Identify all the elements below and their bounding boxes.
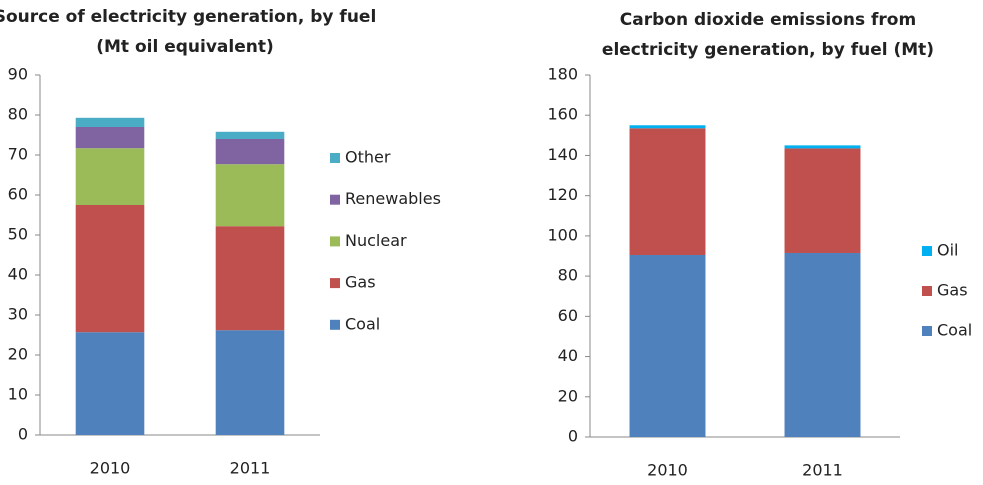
legend-swatch	[330, 278, 340, 289]
bar-segment	[75, 332, 145, 435]
y-tick-label: 10	[8, 385, 28, 404]
y-tick-label: 100	[547, 225, 578, 244]
y-tick-label: 20	[8, 345, 28, 364]
y-tick-label: 30	[8, 305, 28, 324]
bar-segment	[75, 148, 145, 205]
y-tick-label: 180	[547, 65, 578, 84]
bar-segment	[215, 330, 285, 435]
y-tick-label: 60	[558, 306, 578, 325]
y-tick-label: 40	[558, 346, 578, 365]
bar-segment	[784, 252, 861, 437]
x-tick-label: 2011	[802, 461, 843, 480]
y-tick-label: 20	[558, 386, 578, 405]
bar-segment	[215, 164, 285, 227]
y-tick-label: 0	[18, 425, 28, 444]
legend-label: Coal	[345, 314, 380, 333]
bar-segment	[75, 117, 145, 127]
x-tick-label: 2011	[230, 459, 271, 478]
legend-swatch	[922, 286, 932, 296]
legend-label: Coal	[937, 321, 972, 340]
chart-title: electricity generation, by fuel (Mt)	[602, 40, 934, 60]
y-tick-label: 90	[8, 65, 28, 84]
bar-segment	[784, 145, 861, 149]
legend-swatch	[330, 194, 340, 205]
x-tick-label: 2010	[90, 459, 131, 478]
bar-segment	[629, 125, 706, 129]
y-tick-label: 0	[568, 427, 578, 446]
y-tick-label: 70	[8, 145, 28, 164]
bar-segment	[215, 139, 285, 165]
legend-swatch	[330, 319, 340, 330]
legend-label: Nuclear	[345, 231, 407, 250]
chart-title: Carbon dioxide emissions from	[620, 10, 916, 30]
legend-label: Gas	[345, 273, 376, 292]
y-tick-label: 80	[558, 266, 578, 285]
chart-title: (Mt oil equivalent)	[96, 37, 274, 57]
y-tick-label: 120	[547, 185, 578, 204]
y-tick-label: 160	[547, 105, 578, 124]
y-tick-label: 50	[8, 225, 28, 244]
legend-label: Other	[345, 148, 391, 167]
legend-swatch	[922, 246, 932, 256]
x-tick-label: 2010	[647, 461, 688, 480]
y-tick-label: 40	[8, 265, 28, 284]
bar-segment	[629, 254, 706, 437]
bar-segment	[215, 226, 285, 331]
bar-segment	[75, 205, 145, 333]
legend-swatch	[330, 236, 340, 247]
bar-segment	[75, 127, 145, 149]
legend-swatch	[922, 326, 932, 336]
legend-swatch	[330, 153, 340, 163]
chart-title: Source of electricity generation, by fue…	[0, 7, 376, 27]
bar-segment	[629, 128, 706, 255]
y-tick-label: 140	[547, 145, 578, 164]
bar-segment	[784, 148, 861, 253]
bar-segment	[215, 131, 285, 139]
legend-label: Gas	[937, 281, 968, 300]
legend-label: Renewables	[345, 189, 441, 208]
y-tick-label: 60	[8, 185, 28, 204]
legend-label: Oil	[937, 241, 958, 260]
y-tick-label: 80	[8, 105, 28, 124]
